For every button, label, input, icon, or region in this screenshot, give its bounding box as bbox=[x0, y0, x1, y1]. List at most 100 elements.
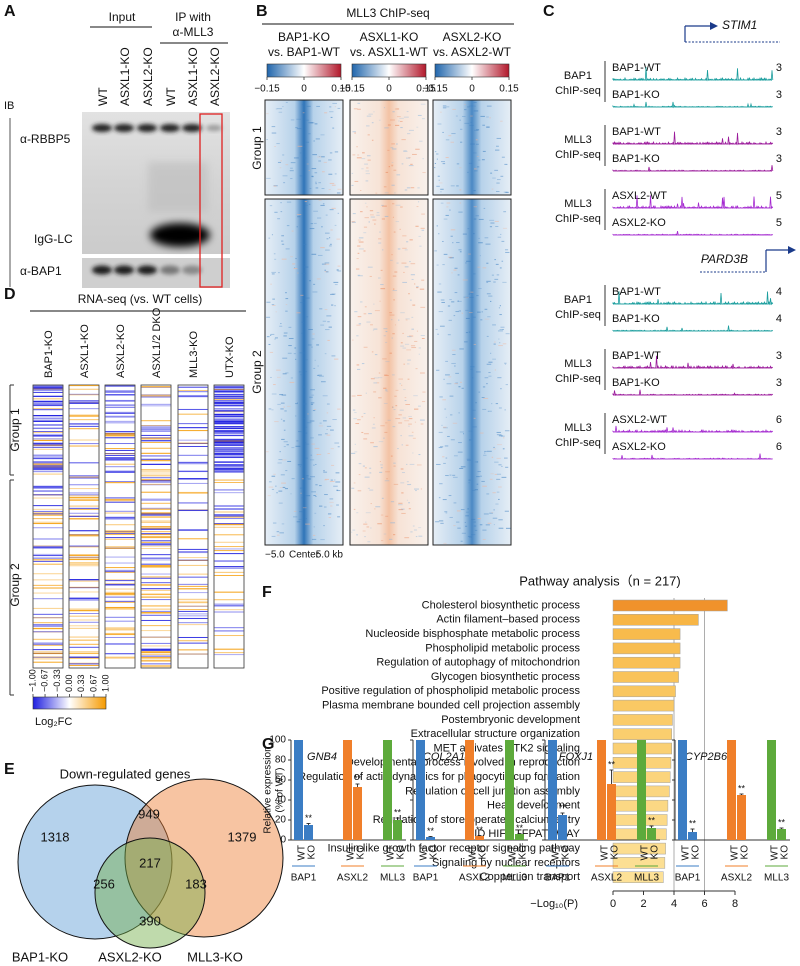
heatmap-texture bbox=[411, 316, 414, 318]
heatmap-row bbox=[141, 425, 171, 427]
heatmap-row bbox=[33, 408, 63, 410]
heatmap-texture bbox=[356, 364, 360, 366]
heatmap-texture bbox=[476, 476, 480, 478]
heatmap-texture bbox=[500, 175, 504, 177]
track-scale: 3 bbox=[776, 126, 782, 138]
heatmap-row bbox=[214, 526, 244, 528]
heatmap-texture bbox=[337, 270, 342, 272]
heatmap-row bbox=[141, 593, 171, 595]
heatmap-texture bbox=[504, 363, 507, 365]
heatmap-row bbox=[141, 394, 171, 396]
significance-label: ** bbox=[778, 817, 786, 827]
heatmap-row bbox=[214, 404, 244, 406]
heatmap-row bbox=[69, 656, 99, 658]
heatmap-texture bbox=[410, 531, 413, 533]
heatmap-texture bbox=[379, 471, 383, 473]
heatmap-row bbox=[33, 387, 63, 389]
heatmap-row bbox=[33, 512, 63, 514]
heatmap-row bbox=[105, 497, 135, 499]
heatmap-row bbox=[105, 596, 135, 598]
bar bbox=[612, 599, 728, 612]
heatmap-row bbox=[178, 509, 208, 511]
heatmap-texture bbox=[315, 484, 318, 486]
heatmap-texture bbox=[390, 522, 396, 524]
heatmap-texture bbox=[363, 226, 368, 228]
heatmap-texture bbox=[334, 479, 336, 481]
heatmap-texture bbox=[494, 169, 499, 171]
heatmap-row bbox=[33, 454, 63, 456]
heatmap-texture bbox=[404, 343, 410, 345]
heatmap-texture bbox=[476, 155, 479, 157]
heatmap-row bbox=[105, 453, 135, 455]
heatmap-row bbox=[141, 619, 171, 621]
heatmap-texture bbox=[305, 518, 307, 520]
heatmap-texture bbox=[299, 511, 303, 513]
heatmap-texture bbox=[366, 167, 369, 169]
heatmap-texture bbox=[310, 389, 315, 391]
heatmap-texture bbox=[473, 233, 475, 235]
title: RNA-seq (vs. WT cells) bbox=[78, 292, 202, 306]
heatmap-texture bbox=[266, 113, 269, 115]
heatmap-row bbox=[69, 610, 99, 612]
heatmap-texture bbox=[357, 316, 362, 318]
heatmap-texture bbox=[357, 102, 361, 104]
heatmap-texture bbox=[362, 530, 366, 532]
heatmap-row bbox=[69, 499, 99, 501]
heatmap-texture bbox=[392, 288, 395, 290]
heatmap-texture bbox=[452, 108, 456, 110]
heatmap-texture bbox=[385, 171, 389, 173]
heatmap-texture bbox=[314, 359, 316, 361]
heatmap-texture bbox=[371, 351, 374, 353]
heatmap-row bbox=[214, 402, 244, 404]
heatmap-row bbox=[33, 573, 63, 575]
heatmap-texture bbox=[271, 273, 275, 275]
heatmap-texture bbox=[482, 408, 487, 410]
heatmap-texture bbox=[363, 346, 368, 348]
heatmap-texture bbox=[272, 298, 275, 300]
heatmap-row bbox=[105, 533, 135, 535]
heatmap-row bbox=[33, 486, 63, 488]
heatmap-texture bbox=[357, 275, 363, 277]
bar bbox=[612, 642, 681, 655]
heatmap-texture bbox=[271, 126, 276, 128]
heatmap-texture bbox=[389, 312, 392, 314]
heatmap-texture bbox=[443, 218, 448, 220]
heatmap-texture bbox=[482, 529, 487, 531]
heatmap-texture bbox=[470, 291, 474, 293]
heatmap-row bbox=[214, 505, 244, 507]
heatmap-texture bbox=[391, 374, 395, 376]
heatmap-texture bbox=[411, 278, 414, 280]
heatmap-texture bbox=[395, 405, 398, 407]
heatmap-texture bbox=[379, 231, 381, 233]
heatmap-row bbox=[214, 394, 244, 396]
heatmap-row bbox=[105, 411, 135, 413]
heatmap-row bbox=[214, 648, 244, 650]
heatmap-texture bbox=[465, 309, 469, 311]
heatmap-row bbox=[69, 423, 99, 425]
heatmap-texture bbox=[443, 427, 448, 429]
heatmap-row bbox=[33, 607, 63, 609]
heatmap-row bbox=[69, 599, 99, 601]
heatmap-row bbox=[33, 468, 63, 470]
heatmap-texture bbox=[366, 526, 370, 528]
heatmap-texture bbox=[474, 170, 478, 172]
heatmap-row bbox=[69, 534, 99, 536]
heatmap-texture bbox=[447, 435, 450, 437]
heatmap-row bbox=[214, 396, 244, 398]
heatmap-texture bbox=[414, 488, 420, 490]
heatmap-texture bbox=[319, 308, 323, 310]
heatmap-texture bbox=[498, 307, 500, 309]
heatmap-texture bbox=[404, 266, 409, 268]
significance-label: ** bbox=[648, 815, 656, 825]
heatmap-texture bbox=[324, 479, 327, 481]
heatmap-texture bbox=[488, 361, 493, 363]
heatmap-texture bbox=[450, 235, 453, 237]
heatmap-texture bbox=[416, 330, 419, 332]
heatmap-texture bbox=[326, 425, 332, 427]
heatmap-texture bbox=[487, 450, 492, 452]
heatmap-row bbox=[214, 456, 244, 458]
heatmap-row bbox=[141, 469, 171, 471]
heatmap-row bbox=[141, 605, 171, 607]
heatmap-texture bbox=[387, 124, 391, 126]
colorbar bbox=[266, 63, 342, 78]
